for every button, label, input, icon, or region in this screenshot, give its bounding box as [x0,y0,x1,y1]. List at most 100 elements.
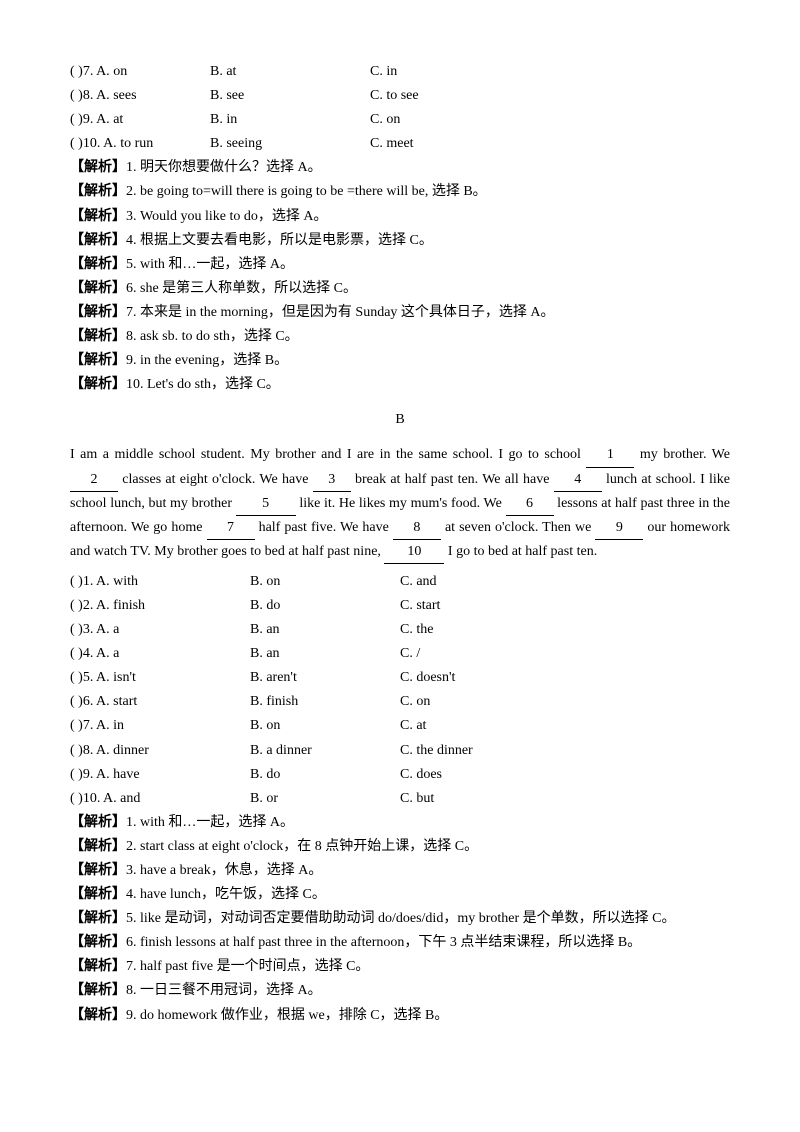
analysis-num: 8 [126,329,133,344]
analysis-item: 【解析】4. 根据上文要去看电影，所以是电影票，选择 C。 [70,229,730,252]
analysis-text: half past five 是一个时间点，选择 C。 [140,959,369,974]
section-b-questions: ( )1. A. withB. onC. and ( )2. A. finish… [70,570,730,810]
analysis-item: 【解析】4. have lunch，吃午饭，选择 C。 [70,883,730,906]
analysis-prefix: 【解析】 [70,1008,126,1023]
analysis-prefix: 【解析】 [70,329,126,344]
option-b: B. in [210,108,370,131]
analysis-num: 9 [126,353,133,368]
analysis-item: 【解析】7. 本来是 in the morning，但是因为有 Sunday 这… [70,301,730,324]
option-c: C. does [400,763,550,786]
option-c: C. at [400,714,550,737]
question-row: ( )4. A. aB. anC. / [70,642,730,665]
analysis-item: 【解析】5. like 是动词，对动词否定要借助助动词 do/does/did，… [70,907,730,930]
blank-4: 4 [554,468,602,492]
passage-text: break at half past ten. We all have [351,472,554,487]
passage-text: half past five. We have [255,520,393,535]
analysis-item: 【解析】6. finish lessons at half past three… [70,931,730,954]
option-c: C. on [400,690,550,713]
analysis-prefix: 【解析】 [70,257,126,272]
analysis-num: 5 [126,257,133,272]
question-row: ( )10. A. andB. orC. but [70,787,730,810]
analysis-num: 4 [126,887,133,902]
question-label: ( )7. A. on [70,60,210,83]
option-c: C. in [370,60,510,83]
analysis-text: 一日三餐不用冠词，选择 A。 [140,983,322,998]
option-a: ( )6. A. start [70,690,250,713]
option-b: B. at [210,60,370,83]
analysis-text: have a break，休息，选择 A。 [140,863,322,878]
analysis-item: 【解析】1. with 和…一起，选择 A。 [70,811,730,834]
analysis-prefix: 【解析】 [70,281,126,296]
section-b-title: B [70,408,730,431]
analysis-prefix: 【解析】 [70,160,126,175]
option-a: ( )5. A. isn't [70,666,250,689]
analysis-prefix: 【解析】 [70,209,126,224]
analysis-text: with 和…一起，选择 A。 [140,257,294,272]
analysis-item: 【解析】10. Let's do sth，选择 C。 [70,373,730,396]
analysis-item: 【解析】7. half past five 是一个时间点，选择 C。 [70,955,730,978]
option-c: C. but [400,787,550,810]
analysis-prefix: 【解析】 [70,863,126,878]
option-c: C. and [400,570,550,593]
question-row: ( )9. A. haveB. doC. does [70,763,730,786]
blank-1: 1 [586,443,634,467]
analysis-item: 【解析】3. Would you like to do，选择 A。 [70,205,730,228]
analysis-text: ask sb. to do sth，选择 C。 [140,329,299,344]
passage-text: my brother. We [634,447,730,462]
analysis-item: 【解析】8. ask sb. to do sth，选择 C。 [70,325,730,348]
option-b: B. on [250,714,400,737]
blank-3: 3 [313,468,351,492]
option-b: B. on [250,570,400,593]
blank-9: 9 [595,516,643,540]
option-b: B. an [250,642,400,665]
analysis-text: finish lessons at half past three in the… [140,935,641,950]
blank-2: 2 [70,468,118,492]
option-a: ( )8. A. dinner [70,739,250,762]
option-c: C. the dinner [400,739,550,762]
passage-text: I am a middle school student. My brother… [70,447,586,462]
analysis-item: 【解析】1. 明天你想要做什么？选择 A。 [70,156,730,179]
option-a: ( )2. A. finish [70,594,250,617]
analysis-num: 7 [126,959,133,974]
passage-text: I go to bed at half past ten. [444,544,597,559]
analysis-prefix: 【解析】 [70,815,126,830]
option-b: B. do [250,763,400,786]
analysis-item: 【解析】8. 一日三餐不用冠词，选择 A。 [70,979,730,1002]
option-c: C. to see [370,84,510,107]
analysis-prefix: 【解析】 [70,911,126,926]
analysis-text: in the evening，选择 B。 [140,353,288,368]
analysis-text: do homework 做作业，根据 we，排除 C，选择 B。 [140,1008,448,1023]
analysis-prefix: 【解析】 [70,305,126,320]
analysis-text: she 是第三人称单数，所以选择 C。 [140,281,357,296]
option-c: C. the [400,618,550,641]
analysis-text: have lunch，吃午饭，选择 C。 [140,887,326,902]
analysis-item: 【解析】5. with 和…一起，选择 A。 [70,253,730,276]
analysis-num: 6 [126,935,133,950]
question-label: ( )10. A. to run [70,132,210,155]
question-row: ( )7. A. inB. onC. at [70,714,730,737]
option-b: B. a dinner [250,739,400,762]
option-a: ( )1. A. with [70,570,250,593]
option-b: B. or [250,787,400,810]
option-a: ( )9. A. have [70,763,250,786]
analysis-prefix: 【解析】 [70,935,126,950]
analysis-num: 1 [126,815,133,830]
analysis-prefix: 【解析】 [70,959,126,974]
analysis-num: 7 [126,305,133,320]
analysis-text: 本来是 in the morning，但是因为有 Sunday 这个具体日子，选… [140,305,555,320]
passage-text: classes at eight o'clock. We have [118,472,313,487]
question-label: ( )8. A. sees [70,84,210,107]
analysis-num: 9 [126,1008,133,1023]
blank-5: 5 [236,492,296,516]
analysis-prefix: 【解析】 [70,887,126,902]
section-b-passage: I am a middle school student. My brother… [70,443,730,563]
analysis-num: 3 [126,209,133,224]
analysis-item: 【解析】9. do homework 做作业，根据 we，排除 C，选择 B。 [70,1004,730,1027]
analysis-prefix: 【解析】 [70,983,126,998]
analysis-prefix: 【解析】 [70,839,126,854]
analysis-num: 10 [126,377,140,392]
section-a-analyses: 【解析】1. 明天你想要做什么？选择 A。 【解析】2. be going to… [70,156,730,396]
analysis-num: 4 [126,233,133,248]
analysis-num: 5 [126,911,133,926]
blank-7: 7 [207,516,255,540]
